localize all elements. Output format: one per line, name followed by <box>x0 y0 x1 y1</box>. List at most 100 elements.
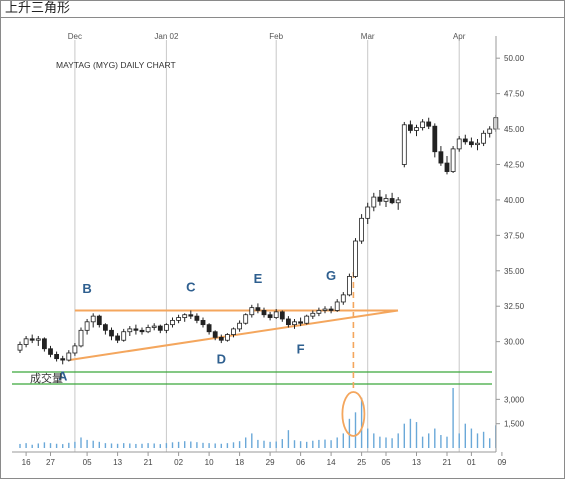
candle-body <box>72 345 78 354</box>
candle-body <box>103 324 108 331</box>
candle-body <box>426 121 432 127</box>
candle-body <box>401 124 407 165</box>
candle-body <box>163 324 169 331</box>
candle-body <box>414 127 419 131</box>
candle-body <box>231 328 236 335</box>
annotation-f: F <box>297 342 305 357</box>
price-tick-label: 37.50 <box>504 231 525 240</box>
date-label: 05 <box>83 458 92 467</box>
candle-body <box>450 148 456 172</box>
candle-body <box>66 352 72 361</box>
candle-body <box>432 125 438 153</box>
month-label: Dec <box>68 32 82 41</box>
annotation-c: C <box>186 279 196 294</box>
candle-body <box>353 240 358 277</box>
annotation-b: B <box>82 281 91 296</box>
candle-body <box>224 334 230 341</box>
candle-body <box>35 338 41 341</box>
date-label: 21 <box>443 458 452 467</box>
candle-body <box>298 321 304 324</box>
date-label: 13 <box>412 458 421 467</box>
candle-body <box>182 314 188 318</box>
candle-body <box>29 338 35 341</box>
candle-body <box>121 331 127 341</box>
price-tick-label: 50.00 <box>504 54 525 63</box>
candle-body <box>346 276 352 296</box>
volume-highlight-ellipse <box>341 391 366 437</box>
candle-body <box>133 328 139 331</box>
date-label: 10 <box>205 458 214 467</box>
candle-body <box>481 132 487 144</box>
candle-body <box>84 321 90 331</box>
price-tick-label: 45.00 <box>504 125 525 134</box>
date-label: 27 <box>46 458 55 467</box>
candle-body <box>365 206 371 219</box>
annotation-e: E <box>254 271 263 286</box>
candle-body <box>243 314 249 324</box>
candle-body <box>212 331 218 338</box>
candle-body <box>267 314 273 318</box>
window-title: 上升三角形 <box>5 1 71 16</box>
candle-body <box>157 325 163 331</box>
price-tick-label: 40.00 <box>504 196 525 205</box>
candle-body <box>444 162 450 172</box>
candle-body <box>383 198 389 202</box>
candle-body <box>334 301 340 311</box>
candle-body <box>206 324 212 333</box>
month-label: Jan 02 <box>154 32 179 41</box>
grid <box>12 40 492 452</box>
annotation-a: A <box>58 369 68 384</box>
axes: Dec Jan 02 Feb Mar Apr 50.00 47.50 45.00 42.50 40… <box>12 32 525 467</box>
candle-body <box>340 294 346 303</box>
candle-body <box>96 315 102 326</box>
candle-body <box>310 312 316 317</box>
date-label: 06 <box>296 458 305 467</box>
candle-body <box>322 308 328 311</box>
candles <box>17 114 499 365</box>
annotation-labels: A B C D E F G <box>58 268 336 383</box>
candle-body <box>139 329 145 333</box>
annotation-d: D <box>217 352 226 367</box>
date-label: 14 <box>327 458 336 467</box>
volume-bars <box>19 388 497 448</box>
candle-body <box>487 128 493 134</box>
date-label: 18 <box>235 458 244 467</box>
volume-tick-label: 1,500 <box>504 420 525 429</box>
candle-body <box>145 327 151 333</box>
date-label: 05 <box>382 458 391 467</box>
price-tick-label: 35.00 <box>504 267 525 276</box>
candle-body <box>462 138 468 143</box>
month-label: Apr <box>453 32 466 41</box>
candle-body <box>90 315 96 323</box>
candle-body <box>237 322 243 330</box>
date-label: 25 <box>357 458 366 467</box>
date-label: 16 <box>22 458 31 467</box>
volume-tick-label: 3,000 <box>504 395 525 404</box>
candle-body <box>78 329 84 347</box>
month-label: Mar <box>361 32 375 41</box>
price-tick-label: 42.50 <box>504 160 525 169</box>
candle-body <box>194 315 200 321</box>
candle-body <box>200 319 206 326</box>
candle-body <box>170 319 175 326</box>
candle-body <box>42 338 47 350</box>
month-label: Feb <box>269 32 283 41</box>
candle-body <box>377 196 383 202</box>
candle-body <box>285 318 291 326</box>
candle-body <box>420 121 426 129</box>
price-tick-label: 30.00 <box>504 338 525 347</box>
date-label: 09 <box>497 458 506 467</box>
candle-body <box>17 344 23 351</box>
candle-body <box>109 329 114 337</box>
title-bar: 上升三角形 <box>0 0 565 18</box>
candle-body <box>292 321 297 326</box>
annotation-g: G <box>326 268 336 283</box>
candle-body <box>218 336 224 341</box>
date-label: 01 <box>467 458 476 467</box>
candle-body <box>23 338 29 345</box>
candle-body <box>127 328 133 333</box>
candle-body <box>48 348 53 355</box>
candle-body <box>328 308 334 311</box>
candle-body <box>188 314 194 317</box>
candle-body <box>475 142 480 146</box>
